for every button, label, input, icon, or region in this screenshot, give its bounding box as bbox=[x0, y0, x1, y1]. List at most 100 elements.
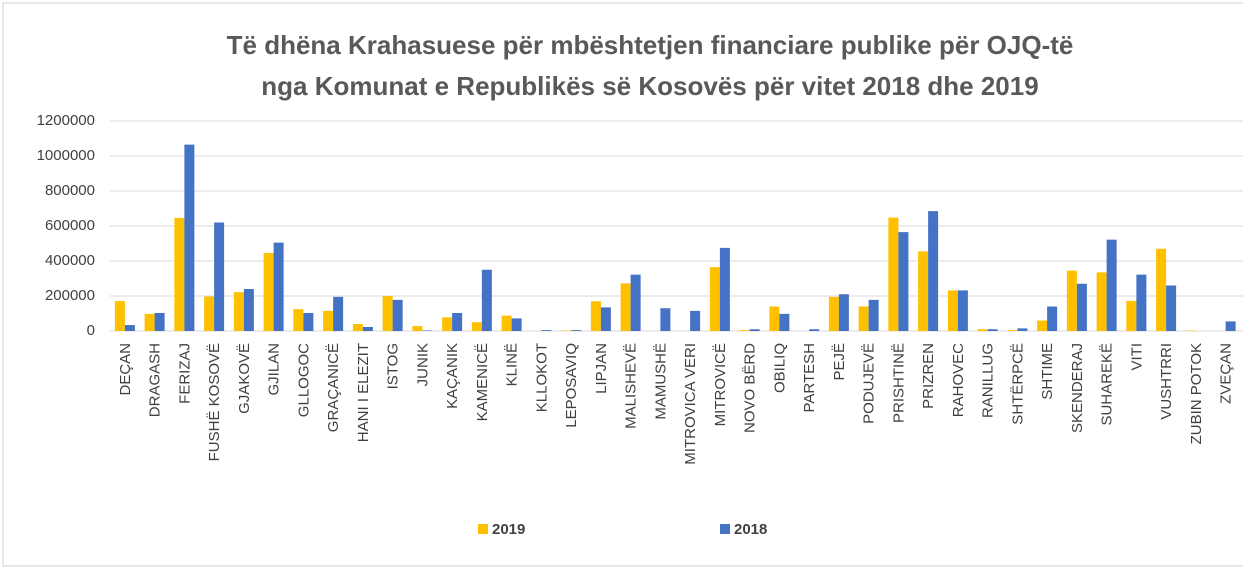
bar bbox=[233, 292, 244, 331]
bar bbox=[392, 299, 403, 331]
bar bbox=[1126, 300, 1137, 331]
x-tick-label: MAMUSHË bbox=[652, 343, 669, 420]
bar bbox=[1225, 321, 1236, 331]
legend-swatch bbox=[720, 524, 730, 534]
x-tick-label: PRISHTINË bbox=[890, 343, 907, 423]
bar bbox=[749, 329, 760, 331]
bar bbox=[918, 251, 929, 331]
y-tick-label: 800000 bbox=[45, 182, 95, 199]
bar bbox=[323, 310, 334, 331]
bar bbox=[620, 283, 631, 331]
x-tick-label: KAMENICË bbox=[474, 343, 491, 421]
bar bbox=[204, 296, 215, 331]
bar bbox=[769, 306, 780, 331]
bar bbox=[888, 217, 899, 331]
bar bbox=[898, 232, 909, 331]
x-tick-label: GJAKOVË bbox=[236, 343, 253, 414]
x-tick-label: PRIZREN bbox=[920, 343, 937, 409]
bar bbox=[243, 289, 254, 331]
x-tick-label: FERIZAJ bbox=[176, 343, 193, 404]
bar bbox=[1037, 320, 1048, 331]
bar bbox=[779, 313, 790, 331]
x-tick-label: ZVEÇAN bbox=[1218, 343, 1235, 404]
x-tick-label: SHTËRPCË bbox=[1009, 343, 1026, 425]
y-tick-label: 1000000 bbox=[37, 147, 95, 164]
bar bbox=[184, 144, 195, 331]
bar bbox=[541, 330, 552, 331]
x-tick-label: RANILLUG bbox=[980, 343, 997, 418]
legend-label: 2019 bbox=[492, 521, 525, 538]
y-tick-label: 600000 bbox=[45, 217, 95, 234]
bar bbox=[709, 267, 720, 331]
bar bbox=[333, 296, 344, 331]
bar bbox=[501, 315, 512, 331]
bar bbox=[124, 325, 135, 331]
bar bbox=[660, 308, 671, 331]
bar bbox=[144, 313, 155, 331]
bar bbox=[600, 307, 611, 331]
bar bbox=[1136, 274, 1147, 331]
bar bbox=[947, 290, 958, 331]
chart-title: nga Komunat e Republikës së Kosovës për … bbox=[261, 71, 1038, 101]
x-tick-label: JUNIK bbox=[414, 343, 431, 386]
x-tick-label: PODUJEVË bbox=[861, 343, 878, 424]
bar bbox=[828, 296, 839, 331]
bar bbox=[928, 211, 939, 331]
bar bbox=[352, 324, 363, 331]
x-tick-label: ISTOG bbox=[385, 343, 402, 389]
bar bbox=[412, 326, 423, 331]
bar bbox=[214, 222, 225, 331]
bar bbox=[471, 322, 482, 331]
bar bbox=[630, 274, 641, 331]
bar bbox=[838, 294, 849, 331]
bar bbox=[561, 330, 572, 331]
bar bbox=[987, 329, 998, 331]
x-tick-label: SHTIME bbox=[1039, 343, 1056, 400]
bar bbox=[571, 330, 582, 331]
x-tick-label: ZUBIN POTOK bbox=[1188, 343, 1205, 444]
bar bbox=[114, 301, 125, 331]
bar bbox=[263, 252, 274, 331]
x-tick-label: KAÇANIK bbox=[444, 343, 461, 409]
bar bbox=[273, 242, 284, 331]
bar bbox=[442, 317, 453, 331]
bar bbox=[1047, 306, 1058, 331]
bar bbox=[1066, 270, 1077, 331]
y-tick-label: 0 bbox=[87, 322, 95, 339]
bar bbox=[452, 312, 463, 331]
x-tick-label: MITROVICË bbox=[712, 343, 729, 426]
x-tick-label: VUSHTRRI bbox=[1158, 343, 1175, 420]
bar bbox=[690, 310, 701, 331]
legend-swatch bbox=[478, 524, 488, 534]
bar bbox=[382, 296, 393, 331]
x-tick-label: SKENDERAJ bbox=[1069, 343, 1086, 433]
y-tick-label: 200000 bbox=[45, 287, 95, 304]
x-tick-label: SUHAREKË bbox=[1099, 343, 1116, 426]
bar bbox=[303, 312, 314, 331]
bar bbox=[154, 312, 165, 331]
bar bbox=[481, 269, 492, 331]
bar bbox=[809, 329, 820, 331]
bar bbox=[362, 326, 373, 331]
x-tick-label: DRAGASH bbox=[147, 343, 164, 417]
y-tick-label: 1200000 bbox=[37, 112, 95, 129]
bar bbox=[1185, 330, 1196, 331]
bar bbox=[1096, 272, 1107, 331]
bar bbox=[1017, 328, 1028, 331]
x-tick-label: PEJË bbox=[831, 343, 848, 381]
bar bbox=[858, 306, 869, 331]
y-tick-label: 400000 bbox=[45, 252, 95, 269]
legend-label: 2018 bbox=[734, 521, 767, 538]
bar bbox=[1076, 283, 1087, 331]
x-tick-label: FUSHË KOSOVË bbox=[206, 343, 223, 461]
x-tick-label: GJILAN bbox=[266, 343, 283, 396]
x-tick-label: OBILIQ bbox=[771, 343, 788, 393]
bar bbox=[1156, 248, 1167, 331]
bar bbox=[422, 330, 433, 331]
bar bbox=[1007, 330, 1018, 331]
bar bbox=[1166, 285, 1177, 331]
bar bbox=[1106, 239, 1117, 331]
x-tick-label: LEPOSAVIQ bbox=[563, 343, 580, 428]
x-tick-label: GRAÇANICË bbox=[325, 343, 342, 432]
